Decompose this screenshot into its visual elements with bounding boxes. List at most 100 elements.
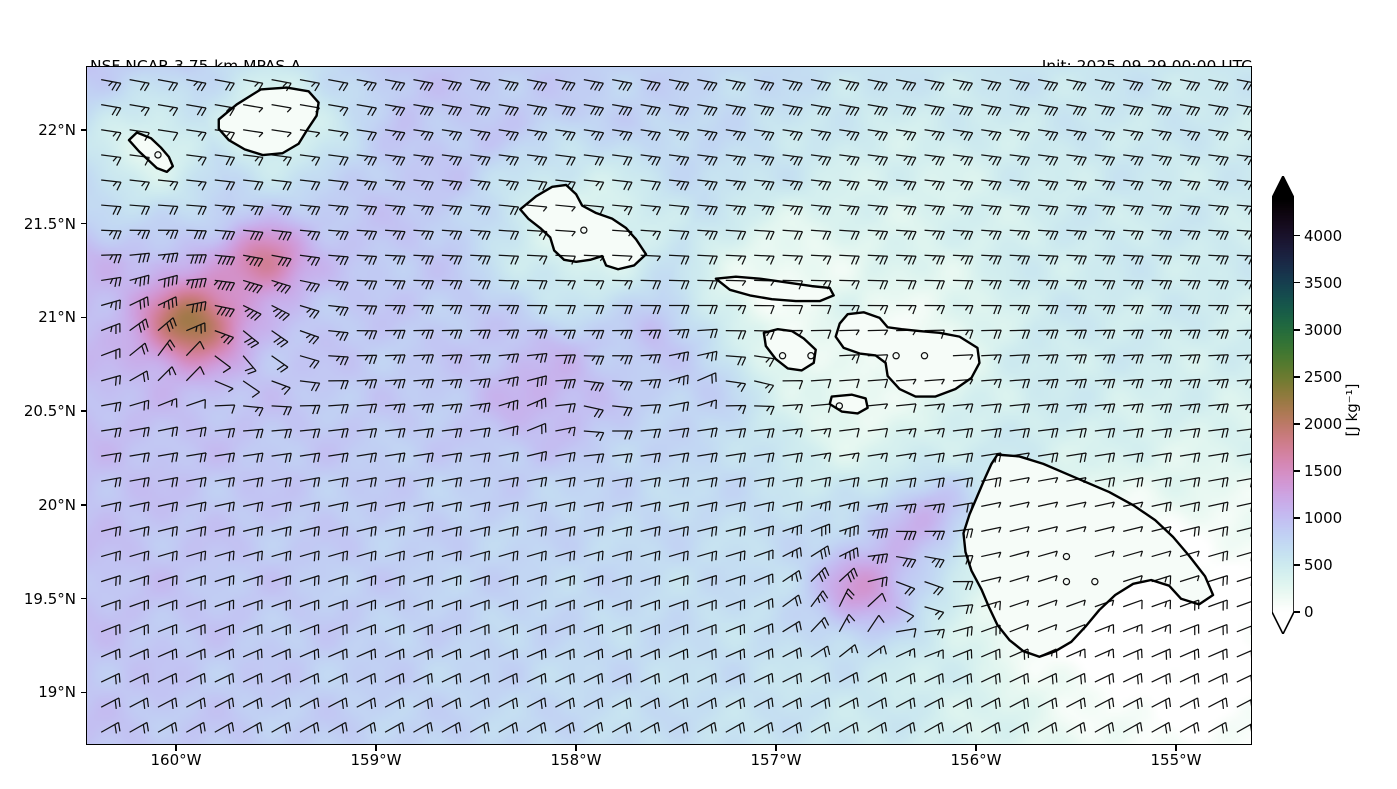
wind-barb (413, 575, 434, 586)
wind-barb (1066, 304, 1087, 315)
wind-barb (782, 78, 803, 92)
wind-barb (271, 129, 292, 138)
wind-barb (470, 353, 491, 364)
wind-barb (129, 399, 150, 411)
wind-barb (612, 254, 633, 262)
wind-barb (754, 405, 775, 416)
wind-barb (1236, 674, 1251, 683)
wind-barb (186, 300, 207, 314)
longitude-axis-labels: 160°W 159°W 158°W 157°W 156°W 155°W (86, 751, 1252, 785)
wind-barb (782, 672, 802, 685)
wind-barb (498, 451, 519, 463)
wind-barb (384, 501, 406, 513)
wind-barb (583, 380, 605, 392)
wind-barb (299, 355, 320, 369)
wind-barb (839, 254, 860, 265)
wind-barb (384, 672, 405, 685)
wind-barb (1094, 403, 1116, 414)
wind-barb (810, 104, 832, 117)
wind-barb (328, 204, 349, 216)
wind-barb (1066, 427, 1087, 439)
wind-barb (896, 229, 917, 241)
wind-barb (498, 204, 520, 216)
wind-barb (243, 428, 264, 439)
wind-barb (867, 78, 888, 92)
wind-barb (470, 599, 490, 611)
wind-barb (1094, 721, 1115, 734)
wind-barb (498, 721, 519, 734)
wind-barb (1151, 104, 1172, 117)
wind-barb (810, 378, 832, 389)
wind-barb (498, 672, 519, 685)
wind-barb (555, 78, 576, 92)
wind-barb (328, 575, 348, 586)
wind-barb (839, 279, 860, 290)
wind-barb (810, 545, 831, 560)
wind-barb (810, 590, 829, 608)
wind-barb (271, 672, 291, 685)
wind-barb (1208, 279, 1229, 290)
wind-barb (186, 322, 206, 334)
wind-barb (1009, 354, 1031, 364)
wind-barb (214, 229, 236, 241)
wind-barb (1009, 378, 1031, 389)
wind-barb (328, 380, 349, 390)
wind-barb (1122, 721, 1143, 734)
wind-barb (668, 452, 690, 463)
wind-barb (725, 404, 747, 415)
colorbar-outline (1272, 176, 1294, 634)
wind-barb (640, 353, 662, 364)
wind-barb (356, 104, 377, 117)
wind-barb (640, 154, 661, 166)
wind-barb (725, 623, 746, 636)
wind-barb (896, 477, 917, 488)
island-coastline-molokai (714, 275, 835, 303)
wind-barb (924, 279, 945, 290)
wind-barb (186, 398, 206, 409)
wind-barb (867, 154, 889, 166)
wind-barb (498, 399, 519, 411)
wind-barb (725, 254, 747, 265)
wind-barb (441, 648, 462, 660)
wind-barb (1236, 129, 1251, 141)
wind-barb (328, 599, 348, 611)
wind-barb (555, 304, 576, 315)
wind-barb (101, 179, 122, 191)
wind-barb (1208, 304, 1229, 315)
wind-barb (498, 229, 520, 241)
wind-barb (1236, 576, 1251, 586)
wind-barb (782, 570, 802, 583)
wind-barb (583, 355, 605, 365)
longitude-tick (375, 745, 377, 751)
wind-barb (1094, 476, 1116, 488)
wind-barb (611, 623, 632, 636)
wind-barb (129, 252, 151, 264)
wind-barb (1151, 204, 1173, 216)
wind-barb (754, 476, 775, 488)
wind-barb (640, 525, 661, 537)
wind-barb (810, 204, 832, 216)
wind-barb (441, 329, 463, 340)
wind-barb (1094, 672, 1115, 685)
wind-barb (697, 129, 718, 141)
latitude-tick-label: 22°N (38, 120, 76, 139)
wind-barb (1009, 672, 1030, 685)
wind-barb (867, 477, 889, 488)
wind-barb (867, 403, 889, 410)
longitude-tick (575, 745, 577, 751)
wind-barb (640, 623, 660, 636)
wind-barb (810, 616, 830, 633)
wind-barb (101, 525, 122, 537)
wind-barb (129, 575, 150, 586)
wind-barb (725, 574, 746, 586)
calm-wind-symbol (1062, 552, 1071, 561)
wind-barb (1009, 476, 1030, 484)
wind-barb (328, 279, 349, 291)
wind-barb (583, 648, 604, 660)
wind-barb (526, 648, 547, 660)
wind-barb (867, 576, 888, 588)
wind-barb (1236, 229, 1251, 240)
wind-barb (129, 476, 150, 488)
wind-barb (498, 623, 518, 636)
wind-barb (385, 329, 406, 340)
